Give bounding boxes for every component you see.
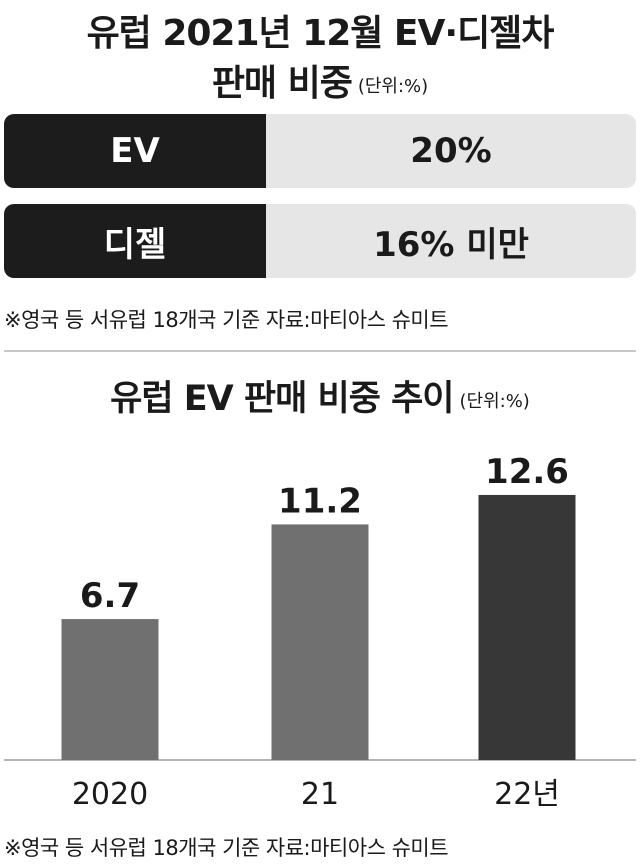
data-label-21: 11.2 — [278, 481, 362, 521]
bar-chart-unit: (단위:%) — [459, 391, 530, 412]
section-divider — [4, 350, 636, 352]
x-tick-label-21: 21 — [301, 777, 339, 812]
diesel-value: 16% 미만 — [266, 204, 636, 278]
bar-22년 — [478, 494, 576, 760]
bar-chart-title-text: 유럽 EV 판매 비중 추이 — [110, 379, 454, 419]
data-label-22년: 12.6 — [485, 452, 569, 492]
chart-title-line2: 판매 비중 (단위:%) — [0, 54, 640, 106]
ev-label: EV — [4, 114, 266, 188]
ev-share-row: EV 20% — [4, 114, 636, 188]
diesel-label: 디젤 — [4, 204, 266, 278]
bar-chart-title: 유럽 EV 판매 비중 추이 (단위:%) — [0, 370, 640, 421]
unit-label: (단위:%) — [357, 76, 429, 97]
ev-value: 20% — [266, 114, 636, 188]
source-note-bottom: ※영국 등 서유럽 18개국 기준 자료:마티아스 슈미트 — [4, 836, 449, 860]
x-tick-label-2020: 2020 — [72, 777, 148, 812]
bar-chart: 6.7 2020 11.2 21 12.6 22년 — [4, 452, 636, 812]
x-tick-label-22년: 22년 — [494, 777, 560, 812]
title-line2-text: 판매 비중 — [211, 63, 353, 104]
chart-title-line1: 유럽 2021년 12월 EV·디젤차 — [86, 13, 555, 54]
bar-2020 — [61, 619, 159, 760]
data-label-2020: 6.7 — [80, 576, 140, 616]
diesel-share-row: 디젤 16% 미만 — [4, 204, 636, 278]
bar-21 — [271, 524, 369, 760]
source-note-top: ※영국 등 서유럽 18개국 기준 자료:마티아스 슈미트 — [4, 308, 449, 332]
